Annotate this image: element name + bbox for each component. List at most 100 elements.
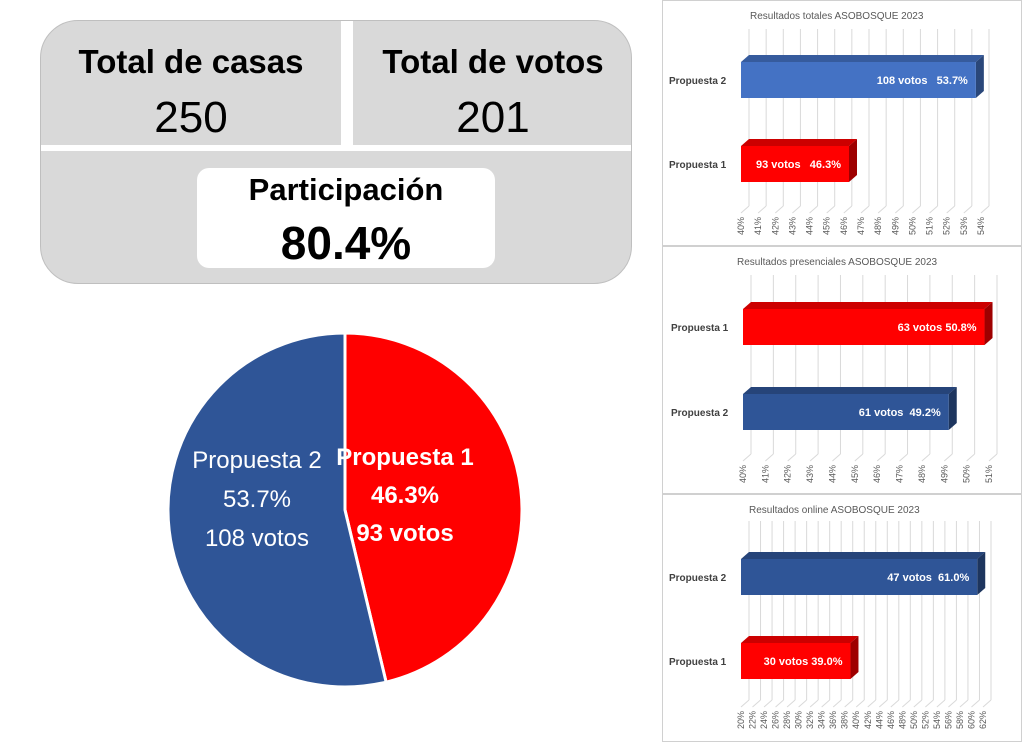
bar-chart-totales: Resultados totales ASOBOSQUE 2023 40% 41% 4… (662, 0, 1022, 246)
bar-propuesta-1 (741, 146, 849, 182)
x-tick-label: 52% (942, 217, 952, 235)
x-tick-label: 34% (817, 711, 827, 729)
bar-chart-title: Resultados online ASOBOSQUE 2023 (749, 505, 920, 516)
participacion-value: 80.4% (280, 217, 412, 269)
bar-side-face (975, 55, 984, 98)
bar-propuesta-1 (741, 643, 851, 679)
pie-chart: Propuesta 1 46.3% 93 votos Propuesta 2 53.7%… (166, 331, 524, 689)
x-tick-label: 54% (932, 711, 942, 729)
category-label: Propuesta 2 (669, 573, 727, 584)
bar-chart-online: Resultados online ASOBOSQUE 2023 20% 22% 24… (662, 494, 1022, 742)
x-tick-label: 62% (978, 711, 988, 729)
category-label: Propuesta 1 (671, 323, 729, 334)
bar-data-label: 61 votos 49.2% (859, 407, 941, 419)
x-tick-label: 32% (805, 711, 815, 729)
gridline-depth (971, 699, 980, 708)
bar-side-face (984, 302, 993, 345)
gridline-depth (948, 699, 957, 708)
pie-label-percent-1: 46.3% (371, 482, 439, 509)
bar-chart-online-svg: Resultados online ASOBOSQUE 2023 20% 22% 24… (669, 505, 992, 729)
gridline-depth (913, 699, 923, 708)
gridline-depth (774, 205, 784, 214)
gridline-depth (821, 699, 830, 708)
gridline-depth (894, 205, 904, 214)
gridline-depth (792, 205, 801, 214)
x-tick-label: 45% (822, 217, 832, 235)
gridline-depth (980, 205, 990, 214)
x-tick-label: 26% (771, 711, 781, 729)
gridline-depth (929, 205, 938, 214)
gridline-depth (959, 699, 969, 708)
bar-top-face (741, 636, 859, 643)
x-tick-label: 46% (872, 465, 882, 483)
bar-top-face (743, 302, 993, 309)
x-tick-label: 20% (736, 711, 746, 729)
bar-data-label: 93 votos 46.3% (756, 159, 841, 171)
total-casas-label: Total de casas (78, 43, 304, 80)
x-tick-label: 24% (759, 711, 769, 729)
gridline-depth (946, 205, 956, 214)
gridline-depth (763, 699, 773, 708)
x-tick-label: 40% (851, 711, 861, 729)
gridline-depth (787, 453, 797, 462)
x-tick-label: 41% (760, 465, 770, 483)
gridline-depth (912, 205, 921, 214)
bar-top-face (741, 55, 984, 62)
bar-top-face (741, 552, 986, 559)
x-tick-label: 40% (738, 465, 748, 483)
panel-divider-vertical (341, 21, 353, 145)
x-tick-label: 22% (748, 711, 758, 729)
participacion-label: Participación (248, 172, 444, 207)
gridline-depth (832, 453, 841, 462)
x-tick-label: 30% (794, 711, 804, 729)
gridline-depth (765, 453, 774, 462)
x-tick-label: 47% (895, 465, 905, 483)
bar-data-label: 108 votos 53.7% (877, 75, 968, 87)
bar-propuesta-1 (743, 309, 985, 345)
bar-data-label: 63 votos 50.8% (898, 322, 977, 334)
bar-side-face (849, 139, 857, 182)
gridline-depth (878, 699, 888, 708)
bar-chart-title: Resultados presenciales ASOBOSQUE 2023 (737, 257, 938, 268)
gridline-depth (854, 453, 864, 462)
pie-slice-propuesta-1 (343, 331, 524, 684)
summary-panel: Total de casas 250 Total de votos 201 Pa… (40, 20, 632, 284)
gridline-depth (943, 453, 953, 462)
bar-top-face (743, 387, 957, 394)
x-tick-label: 40% (736, 217, 746, 235)
gridline-depth (775, 699, 784, 708)
gridline-depth (902, 699, 911, 708)
x-tick-label: 43% (787, 217, 797, 235)
x-tick-label: 51% (984, 465, 994, 483)
gridline-depth (757, 205, 767, 214)
x-tick-label: 54% (976, 217, 986, 235)
bar-chart-title: Resultados totales ASOBOSQUE 2023 (750, 11, 924, 22)
total-casas-value: 250 (154, 93, 228, 142)
participacion-box: Participación 80.4% (197, 168, 495, 269)
panel-divider-horizontal (41, 145, 631, 151)
bar-side-face (850, 636, 859, 679)
category-label: Propuesta 1 (669, 657, 727, 668)
gridline-depth (786, 699, 796, 708)
gridline-depth (982, 699, 992, 708)
pie-label-name-1: Propuesta 1 (336, 444, 473, 471)
gridline-depth (860, 205, 870, 214)
x-tick-label: 46% (886, 711, 896, 729)
gridline-depth (921, 453, 931, 462)
x-tick-label: 50% (907, 217, 917, 235)
gridline-depth (899, 453, 908, 462)
bar-chart-totales-svg: Resultados totales ASOBOSQUE 2023 40% 41% 4… (669, 11, 990, 235)
x-tick-label: 48% (873, 217, 883, 235)
x-tick-label: 41% (753, 217, 763, 235)
gridline-depth (855, 699, 865, 708)
bar-propuesta-2 (743, 394, 949, 430)
bar-top-face (741, 139, 857, 146)
total-votos-label: Total de votos (382, 43, 604, 80)
gridline-depth (890, 699, 900, 708)
gridline-depth (925, 699, 934, 708)
x-tick-label: 49% (939, 465, 949, 483)
x-tick-label: 53% (959, 217, 969, 235)
gridline-depth (752, 699, 761, 708)
bar-chart-presenciales-svg: Resultados presenciales ASOBOSQUE 2023 40… (671, 257, 998, 483)
pie-label-votes-2: 108 votos (205, 525, 309, 552)
